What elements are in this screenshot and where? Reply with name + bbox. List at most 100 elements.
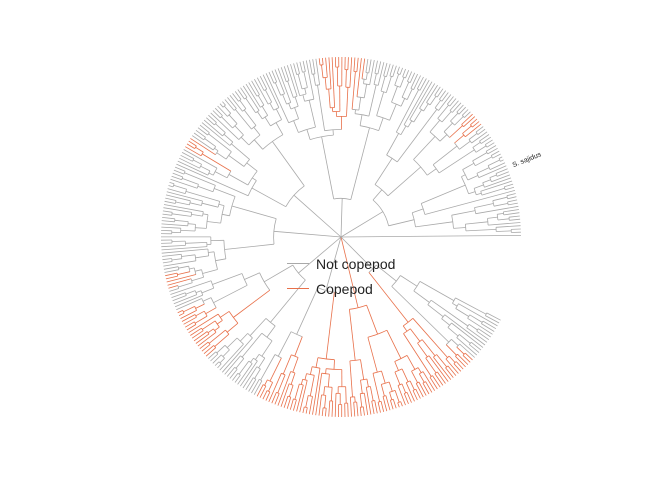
- tree-branch: [321, 136, 335, 200]
- tree-arc: [241, 273, 248, 286]
- tree-branch: [446, 96, 454, 105]
- tree-branch: [428, 355, 449, 382]
- tree-branch: [250, 357, 254, 363]
- tree-arc: [226, 170, 232, 178]
- tree-branch: [411, 371, 418, 383]
- tree-branch: [409, 72, 416, 83]
- tree-branch: [436, 354, 448, 368]
- tree-branch: [360, 380, 363, 394]
- tree-branch: [455, 356, 466, 368]
- tree-branch: [305, 395, 309, 408]
- tree-branch: [195, 269, 202, 272]
- tree-arc: [465, 224, 467, 231]
- tree-arc: [176, 273, 179, 277]
- tree-branch: [224, 105, 231, 114]
- tree-branch: [296, 287, 319, 335]
- tree-branch: [330, 387, 333, 401]
- tree-arc: [270, 119, 282, 127]
- tree-branch: [508, 215, 520, 218]
- tree-arc: [228, 311, 239, 324]
- tree-branch: [190, 327, 202, 336]
- tree-arc: [404, 392, 408, 394]
- tree-branch: [376, 91, 385, 116]
- tree-arc: [172, 183, 175, 188]
- tree-branch: [386, 133, 399, 156]
- tree-branch: [476, 330, 490, 341]
- tree-branch: [373, 73, 377, 85]
- tree-branch: [349, 57, 353, 88]
- tree-arc: [288, 118, 299, 124]
- tree-branch: [447, 327, 459, 337]
- tree-branch: [508, 202, 518, 206]
- tree-branch: [400, 125, 407, 135]
- tree-branch: [299, 61, 303, 73]
- tree-branch: [258, 357, 266, 369]
- tree-branch: [374, 400, 378, 414]
- tree-branch: [465, 229, 497, 232]
- tree-branch: [399, 67, 403, 75]
- legend-swatch-copepod: [287, 288, 309, 289]
- tree-branch: [229, 368, 238, 379]
- tree-arc: [396, 131, 402, 136]
- tree-arc: [502, 211, 505, 215]
- tree-branch: [419, 83, 436, 109]
- tree-branch: [425, 357, 437, 374]
- tree-branch: [354, 109, 356, 114]
- tree-branch: [201, 344, 211, 352]
- tree-branch: [315, 373, 323, 416]
- tree-branch: [482, 320, 497, 330]
- tree-branch: [171, 213, 192, 217]
- tree-branch: [467, 175, 479, 181]
- tree-branch: [201, 202, 219, 208]
- tree-branch: [334, 393, 337, 417]
- tree-branch: [254, 139, 263, 150]
- tree-branch: [318, 58, 321, 66]
- tree-branch: [306, 129, 311, 140]
- tree-branch: [444, 314, 486, 346]
- tree-branch: [259, 76, 268, 90]
- tree-branch: [268, 71, 275, 84]
- tree-branch: [168, 285, 178, 289]
- tree-arc: [203, 311, 208, 317]
- tree-branch: [214, 326, 220, 331]
- tree-arc: [426, 102, 431, 106]
- tree-branch: [333, 359, 335, 370]
- tree-branch: [507, 199, 518, 203]
- tree-branch: [170, 280, 212, 295]
- tree-branch: [309, 375, 315, 397]
- tree-branch: [312, 368, 321, 415]
- tree-branch: [256, 384, 264, 397]
- tree-branch: [382, 396, 388, 412]
- tree-branch: [381, 370, 386, 384]
- tree-branch: [178, 312, 185, 316]
- tree-branch: [349, 360, 353, 398]
- tree-branch: [409, 328, 421, 342]
- tree-branch: [288, 103, 292, 110]
- tree-arc: [503, 186, 506, 190]
- tree-arc: [374, 73, 378, 75]
- tree-branch: [493, 203, 509, 207]
- tree-branch: [270, 279, 306, 323]
- tree-branch: [214, 333, 230, 347]
- tree-branch: [426, 168, 437, 176]
- tree-arc: [411, 367, 419, 372]
- tree-branch: [484, 177, 512, 188]
- tree-branch: [421, 339, 436, 357]
- tree-arc: [409, 119, 415, 123]
- tree-branch: [488, 222, 521, 226]
- tree-branch: [195, 290, 202, 293]
- tree-branch: [456, 337, 478, 356]
- tree-branch: [199, 341, 209, 350]
- tree-branch: [497, 218, 510, 221]
- tree-branch: [234, 125, 244, 136]
- tree-branch: [461, 174, 466, 178]
- tree-branch: [432, 145, 458, 166]
- tree-branch: [201, 153, 232, 172]
- tree-branches: [160, 56, 522, 418]
- tree-branch: [167, 188, 186, 194]
- tree-branch: [293, 120, 299, 133]
- tip-labels: S. sajidus: [512, 151, 543, 169]
- tree-branch: [482, 179, 491, 184]
- tree-arc: [455, 303, 459, 309]
- tree-branch: [328, 57, 332, 89]
